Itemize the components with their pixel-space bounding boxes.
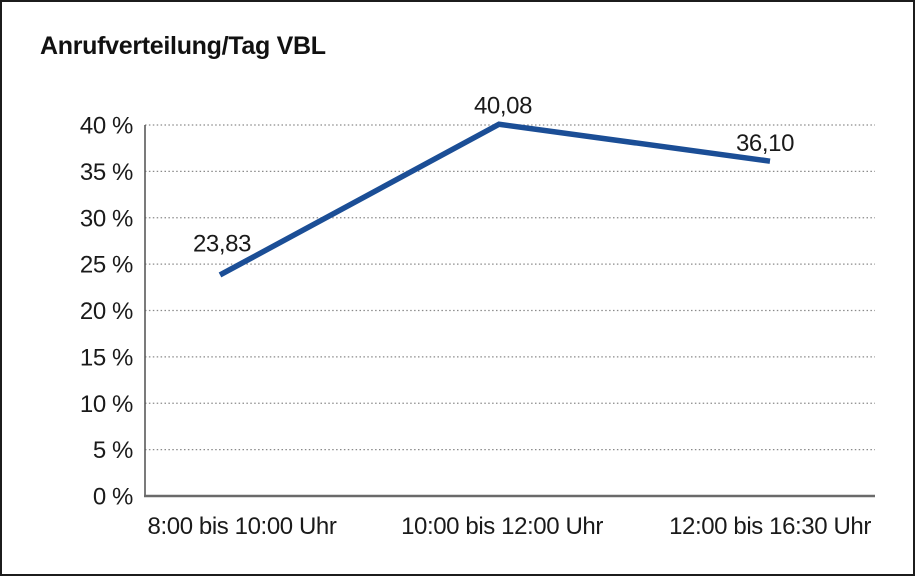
- y-axis-tick-label: 30 %: [80, 205, 133, 232]
- data-point-label: 36,10: [736, 130, 794, 157]
- y-axis-tick-label: 25 %: [80, 252, 133, 279]
- x-axis-category-label: 8:00 bis 10:00 Uhr: [148, 513, 337, 540]
- series-line: [218, 121, 771, 278]
- y-axis-tick-label: 0 %: [93, 484, 133, 511]
- chart-title: Anrufverteilung/Tag VBL: [40, 32, 326, 60]
- y-axis-tick-label: 35 %: [80, 159, 133, 186]
- x-axis-category-label: 10:00 bis 12:00 Uhr: [401, 513, 603, 540]
- y-axis-tick-label: 15 %: [80, 344, 133, 371]
- data-point-label: 40,08: [474, 92, 532, 119]
- x-axis-category-label: 12:00 bis 16:30 Uhr: [669, 513, 871, 540]
- y-axis-tick-label: 40 %: [80, 113, 133, 140]
- y-axis-tick-label: 20 %: [80, 298, 133, 325]
- y-axis-tick-label: 5 %: [93, 437, 133, 464]
- data-point-label: 23,83: [193, 230, 251, 257]
- y-axis-tick-label: 10 %: [80, 391, 133, 418]
